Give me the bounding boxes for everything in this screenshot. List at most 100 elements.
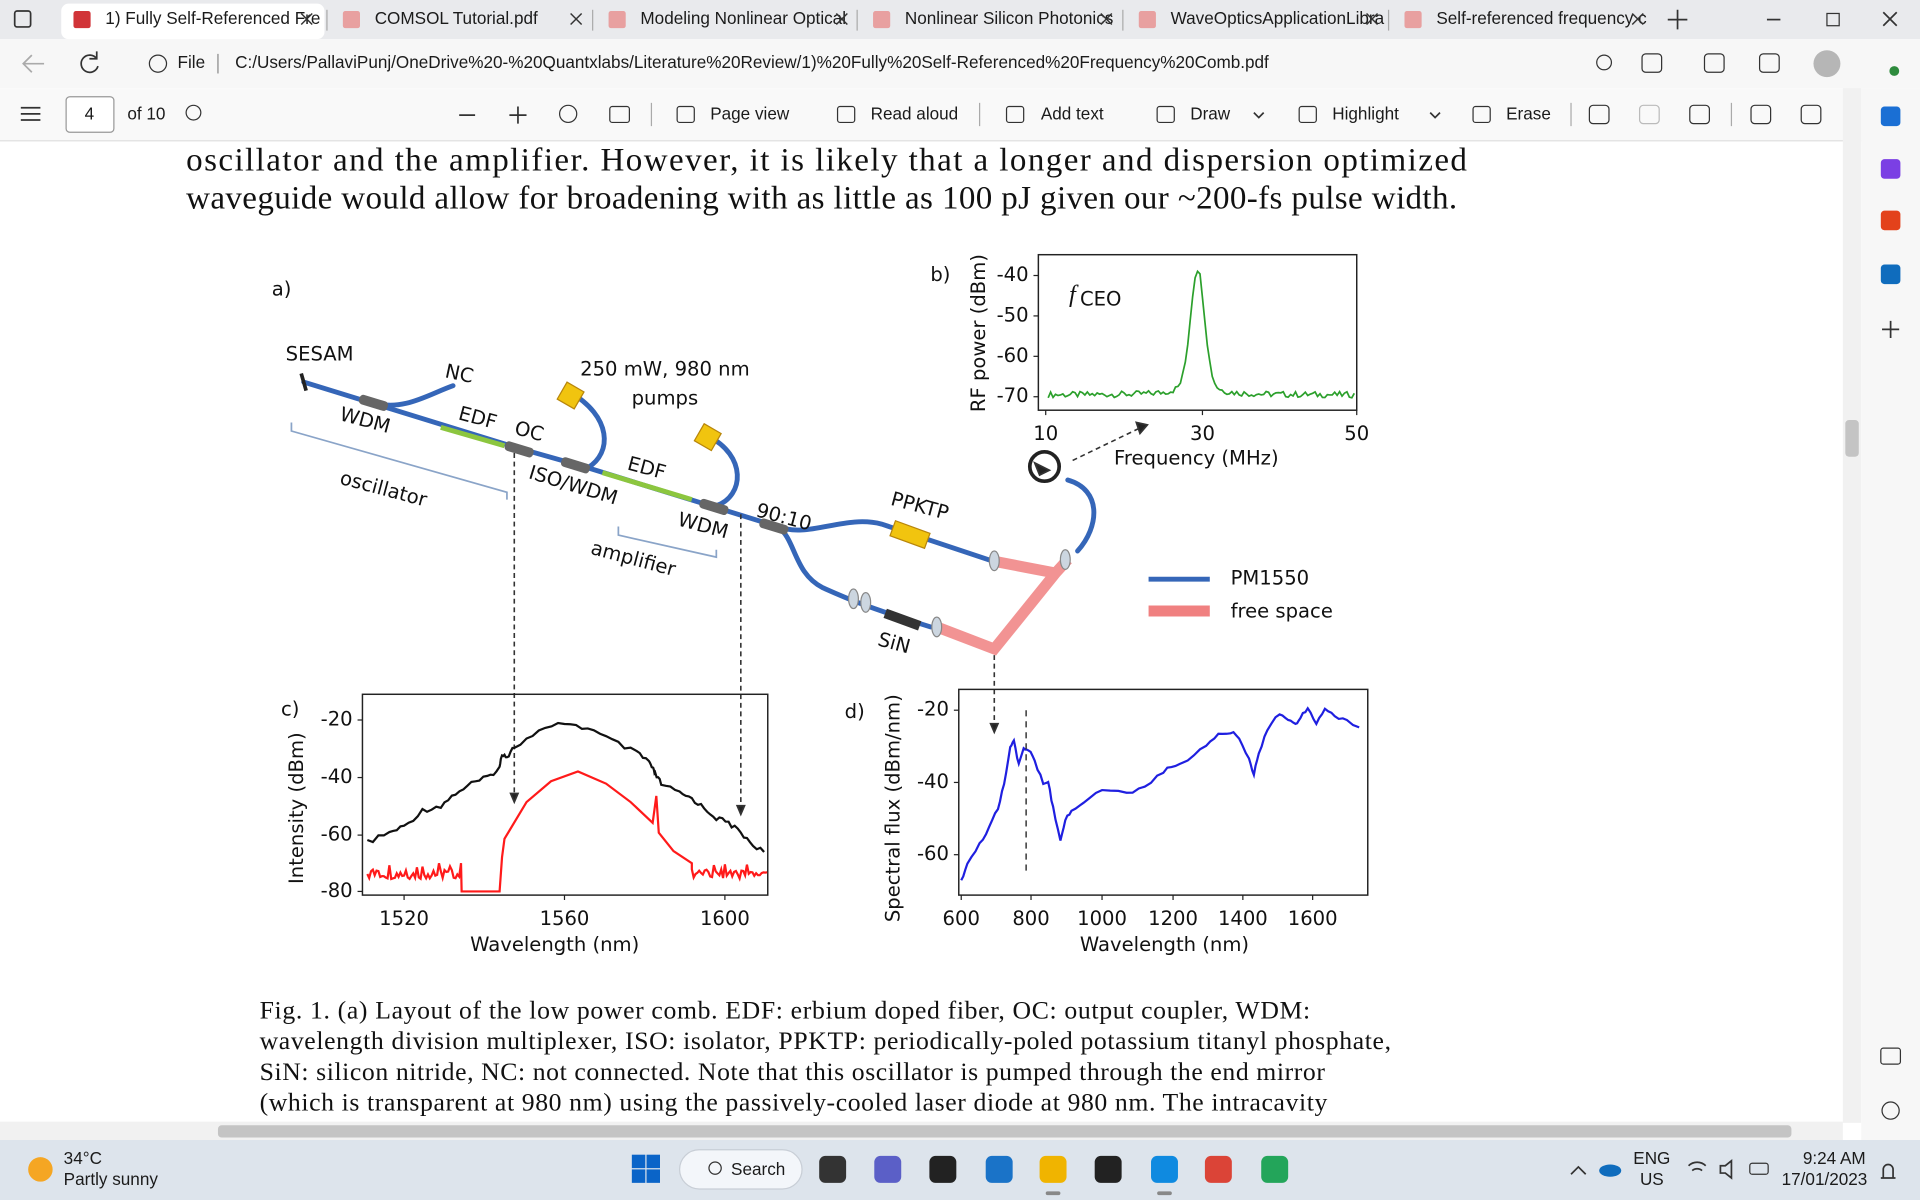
url[interactable]: C:/Users/PallaviPunj/OneDrive%20-%20Quan… [235, 52, 1269, 72]
lens [1059, 549, 1071, 570]
photodiode [1027, 450, 1062, 484]
clock-date[interactable]: 17/01/2023 [1782, 1169, 1868, 1189]
button-icon[interactable] [1298, 105, 1317, 124]
sidebar-app[interactable] [1880, 106, 1901, 127]
h-scroll-thumb[interactable] [217, 1125, 1792, 1138]
start-tile[interactable] [646, 1169, 660, 1183]
button-icon[interactable] [676, 105, 695, 124]
y-tick-label: -50 [997, 303, 1029, 326]
settings[interactable] [1881, 1101, 1900, 1120]
x-tick-label: 1520 [379, 907, 429, 930]
button-icon[interactable] [1472, 105, 1491, 124]
toolbar-icon[interactable] [1800, 104, 1822, 125]
taskbar-app[interactable] [985, 1155, 1013, 1183]
menu-dots[interactable] [1889, 66, 1900, 76]
sidebar-app[interactable] [1880, 159, 1901, 179]
arrow-head [1135, 421, 1149, 436]
sidebar-app[interactable] [1880, 264, 1901, 285]
region[interactable]: US [1640, 1169, 1664, 1189]
profile[interactable] [1813, 50, 1841, 78]
sidebar-icon[interactable] [1880, 1047, 1902, 1065]
tab-title[interactable]: 1) Fully Self-Referenced Fre [105, 8, 320, 28]
button-icon[interactable] [1156, 105, 1175, 124]
taskbar-app[interactable] [1094, 1155, 1122, 1183]
tab-close[interactable] [1100, 12, 1113, 26]
speaker [1719, 1159, 1733, 1180]
onedrive[interactable] [1599, 1164, 1622, 1177]
address-bar [0, 39, 1920, 89]
button-icon[interactable] [1005, 105, 1025, 124]
taskbar-app[interactable] [1204, 1155, 1232, 1183]
diagram-label: pumps [632, 387, 699, 410]
toolbar-button[interactable]: Page view [710, 104, 790, 124]
tab-title[interactable]: Nonlinear Silicon Photonics [905, 8, 1113, 28]
panel-label: c) [281, 698, 299, 721]
scroll-thumb[interactable] [1845, 420, 1859, 457]
active-tab[interactable] [61, 3, 325, 40]
button-icon[interactable] [836, 105, 856, 124]
coupler [560, 457, 591, 474]
y-tick-label: -60 [321, 823, 353, 846]
toolbar-button[interactable]: Erase [1506, 104, 1551, 124]
lens [847, 588, 859, 610]
browser-icon[interactable] [1758, 53, 1780, 73]
sidebar-app[interactable] [1880, 210, 1901, 231]
x-tick-label: 1560 [540, 907, 590, 930]
battery[interactable] [1749, 1162, 1769, 1175]
taskbar-app[interactable] [1039, 1155, 1067, 1183]
search-label[interactable]: Search [731, 1159, 785, 1179]
start-tile[interactable] [631, 1154, 646, 1169]
search-box[interactable] [678, 1149, 803, 1190]
pdf-page [0, 142, 1843, 1122]
x-axis-label: Wavelength (nm) [1080, 933, 1249, 956]
taskbar-app[interactable] [874, 1155, 902, 1183]
toolbar-button[interactable]: Add text [1041, 104, 1104, 124]
taskbar-app[interactable] [1261, 1155, 1289, 1183]
page-box[interactable] [65, 96, 115, 133]
tab-title[interactable]: COMSOL Tutorial.pdf [375, 8, 538, 28]
rotate[interactable] [558, 104, 578, 124]
tab-close[interactable] [1631, 12, 1644, 26]
browser-icon[interactable] [1641, 53, 1663, 73]
y-tick-label: -40 [917, 770, 949, 793]
toolbar-icon[interactable] [1750, 104, 1772, 125]
tab-close[interactable] [1366, 12, 1379, 26]
taskbar-app[interactable] [819, 1155, 847, 1183]
toolbar-button[interactable]: Draw [1190, 104, 1231, 124]
tray-chevron [1570, 1165, 1587, 1175]
toolbar-icon[interactable] [1638, 104, 1660, 125]
y-axis-label: Spectral flux (dBm/nm) [881, 694, 904, 922]
tab-title[interactable]: Self-referenced frequency c [1436, 8, 1647, 28]
browser-icon[interactable] [1703, 53, 1725, 73]
fit[interactable] [609, 105, 630, 124]
new-tab [1667, 9, 1688, 30]
page-number[interactable]: 4 [85, 104, 95, 124]
toolbar-button[interactable]: Highlight [1332, 104, 1399, 124]
toolbar-icon[interactable] [1588, 104, 1610, 125]
restore[interactable] [1826, 12, 1840, 27]
language[interactable]: ENG [1633, 1148, 1670, 1168]
amplifier-spectrum [366, 770, 768, 893]
tab-title[interactable]: WaveOpticsApplicationLibra [1171, 8, 1385, 28]
toolbar-button[interactable]: Read aloud [871, 104, 959, 124]
body-text: waveguide would allow for broadening wit… [186, 180, 1457, 216]
vertical-scrollbar[interactable] [1842, 88, 1862, 1123]
taskbar-app[interactable] [929, 1155, 957, 1183]
photodiode-mark [1033, 461, 1052, 477]
start-tile[interactable] [646, 1154, 660, 1169]
clock-time[interactable]: 9:24 AM [1803, 1148, 1866, 1168]
tab-close[interactable] [300, 12, 313, 26]
tab-close[interactable] [835, 12, 848, 26]
pdf-icon [608, 11, 626, 29]
x-axis-label: Frequency (MHz) [1114, 447, 1279, 470]
coupler [358, 394, 389, 411]
toolbar-icon[interactable] [1689, 104, 1710, 125]
taskbar-app[interactable] [1151, 1155, 1178, 1183]
info-icon [148, 54, 168, 73]
y-tick-label: -60 [917, 842, 949, 865]
tab-close[interactable] [570, 12, 583, 26]
tab-title[interactable]: Modeling Nonlinear Optical [640, 8, 846, 28]
start-tile[interactable] [631, 1169, 646, 1183]
